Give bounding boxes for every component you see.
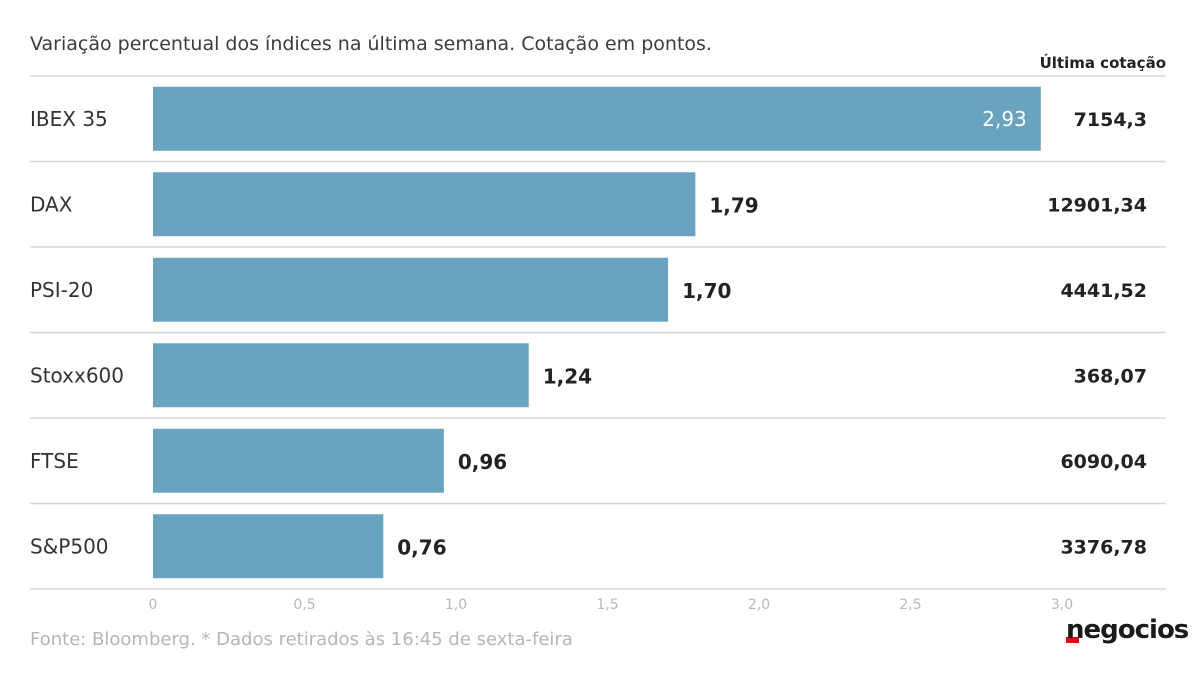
category-label: DAX (30, 192, 73, 216)
last-quote-value: 12901,34 (1047, 194, 1147, 216)
chart-subtitle: Variação percentual dos índices na últim… (30, 33, 712, 55)
last-quote-value: 7154,3 (1074, 109, 1147, 131)
x-tick-label: 0,5 (293, 597, 315, 613)
category-label: IBEX 35 (30, 107, 108, 131)
bar-stoxx600 (153, 343, 529, 408)
last-quote-value: 6090,04 (1060, 451, 1147, 473)
bar-ibex-35 (153, 86, 1041, 151)
value-label: 2,93 (982, 107, 1027, 131)
category-label: PSI-20 (30, 278, 93, 302)
bar-s-p500 (153, 514, 384, 579)
logo-accent (1066, 637, 1079, 643)
last-quote-value: 4441,52 (1060, 280, 1147, 302)
last-quote-value: 368,07 (1074, 365, 1147, 387)
x-tick-label: 1,0 (445, 597, 467, 613)
last-quote-value: 3376,78 (1060, 536, 1147, 558)
value-label: 1,70 (682, 279, 731, 303)
logo-text: negocios (1066, 615, 1189, 645)
x-tick-label: 2,0 (748, 597, 770, 613)
x-axis: 0 0,5 1,0 1,5 2,0 2,5 3,0 (149, 597, 1074, 613)
bar-dax (153, 172, 696, 237)
x-tick-label: 2,5 (899, 597, 921, 613)
value-label: 0,96 (458, 450, 507, 474)
category-label: Stoxx600 (30, 363, 124, 387)
x-tick-label: 1,5 (596, 597, 618, 613)
x-tick-label: 3,0 (1051, 597, 1073, 613)
bar-psi-20 (153, 257, 669, 322)
category-label: FTSE (30, 449, 79, 473)
bar-ftse (153, 428, 444, 493)
negocios-logo: negocios (1066, 615, 1190, 645)
source-note: Fonte: Bloomberg. * Dados retirados às 1… (30, 629, 573, 650)
rows-group: IBEX 35 2,93 7154,3 DAX 1,79 12901,34 PSI-20 1,… (30, 75, 1166, 590)
last-quote-header: Última cotação (1040, 53, 1166, 72)
x-tick-label: 0 (149, 597, 158, 613)
category-label: S&P500 (30, 534, 109, 558)
value-label: 1,24 (543, 364, 592, 388)
value-label: 1,79 (709, 193, 758, 217)
value-label: 0,76 (397, 535, 446, 559)
